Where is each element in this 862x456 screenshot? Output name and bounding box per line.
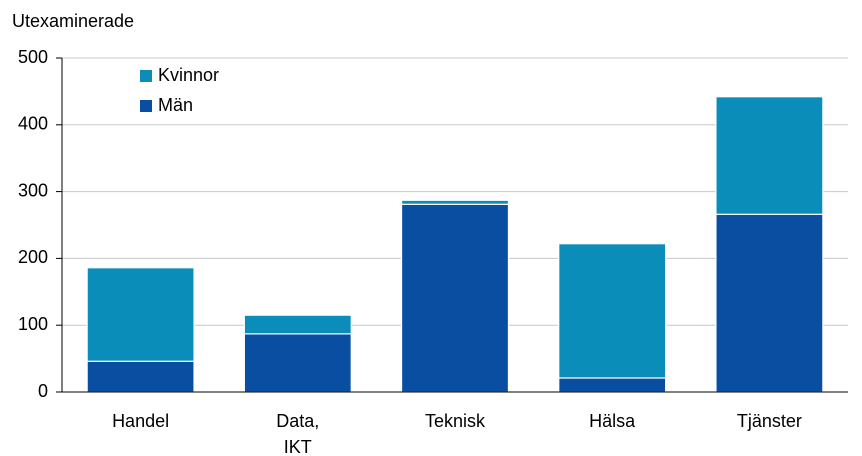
y-tick-label: 300 <box>18 180 48 200</box>
bar-segment <box>400 199 510 205</box>
legend-swatch <box>140 70 152 82</box>
x-tick-label: Data, IKT <box>276 411 319 456</box>
bar-segment <box>715 96 824 215</box>
y-tick-label: 100 <box>18 314 48 334</box>
y-tick-label: 500 <box>18 47 48 67</box>
y-tick-label: 400 <box>18 114 48 134</box>
y-tick-label: 200 <box>18 247 48 267</box>
bar-segment <box>86 267 195 362</box>
bar-segment <box>558 243 667 379</box>
bar-segment <box>86 360 195 393</box>
legend-swatch <box>140 100 152 112</box>
x-tick-label: Tjänster <box>737 411 802 431</box>
bar-segment <box>243 333 352 393</box>
bar-segment <box>400 203 510 393</box>
x-tick-label: Handel <box>112 411 169 431</box>
bar-segment <box>558 377 667 393</box>
bar-segment <box>243 314 352 335</box>
legend-label: Män <box>158 95 193 115</box>
x-tick-label: Hälsa <box>589 411 636 431</box>
y-axis-label: Utexaminerade <box>12 11 134 31</box>
x-tick-label: Teknisk <box>425 411 486 431</box>
y-tick-label: 0 <box>38 381 48 401</box>
legend-label: Kvinnor <box>158 65 219 85</box>
bar-segment <box>715 213 824 393</box>
